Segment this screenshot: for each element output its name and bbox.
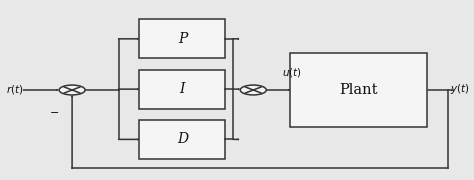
- Text: $-$: $-$: [49, 106, 60, 116]
- Bar: [139, 19, 226, 58]
- Text: Plant: Plant: [340, 83, 378, 97]
- Text: $u(t)$: $u(t)$: [282, 66, 302, 79]
- Circle shape: [59, 85, 85, 95]
- Bar: [291, 53, 428, 127]
- Bar: [139, 70, 226, 109]
- Text: $y(t)$: $y(t)$: [450, 82, 470, 96]
- Text: P: P: [178, 32, 187, 46]
- Bar: [139, 120, 226, 159]
- Text: I: I: [180, 82, 185, 96]
- Text: $r(t)$: $r(t)$: [6, 83, 24, 96]
- Circle shape: [240, 85, 266, 95]
- Text: D: D: [177, 132, 188, 146]
